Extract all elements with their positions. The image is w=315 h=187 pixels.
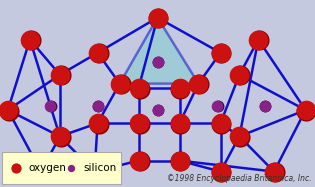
Point [96,52,101,55]
Point [272,170,277,173]
Point [196,82,201,85]
Point [48,104,53,107]
Polygon shape [120,18,198,84]
Point [263,105,268,108]
Point [155,16,160,19]
Point [256,38,261,41]
Point [219,122,224,125]
Point [118,83,123,86]
Point [95,122,100,125]
Point [219,52,224,55]
Point [238,136,243,139]
Point [95,104,100,107]
Point [219,171,224,174]
Point [57,73,62,76]
Point [58,136,63,139]
Point [177,87,182,90]
Point [178,122,183,125]
Point [177,122,182,125]
Point [6,109,11,112]
Point [38,170,43,173]
Point [156,17,161,20]
Point [137,122,142,125]
Point [96,122,101,125]
Point [155,60,160,63]
Point [117,82,122,85]
Point [136,122,141,125]
Point [49,105,54,108]
Point [136,87,141,90]
Point [272,171,278,174]
Text: ©1998 Encyclopaedia Britannica, Inc.: ©1998 Encyclopaedia Britannica, Inc. [167,174,312,183]
Point [27,38,32,41]
Point [136,159,141,162]
Point [218,170,223,173]
Point [237,135,242,138]
Point [218,51,223,54]
Point [262,104,267,107]
Text: silicon: silicon [83,163,117,173]
FancyBboxPatch shape [2,152,121,184]
Point [156,109,161,112]
Point [92,170,97,173]
Point [137,160,142,163]
Point [215,105,220,108]
Point [237,73,242,76]
Point [95,51,100,54]
Point [178,87,183,90]
Point [5,108,10,111]
Point [156,61,161,64]
Text: oxygen: oxygen [28,163,66,173]
Point [304,109,309,112]
Point [303,108,308,111]
Point [28,39,33,42]
Point [137,87,142,90]
Point [257,39,262,42]
Point [218,122,223,125]
Point [238,74,243,77]
Point [93,171,98,174]
Point [177,159,182,162]
Point [178,160,183,163]
Point [155,108,160,111]
Point [58,74,63,77]
Point [39,171,44,174]
Point [96,105,101,108]
Point [57,135,62,138]
Point [197,83,202,86]
Point [215,104,220,107]
